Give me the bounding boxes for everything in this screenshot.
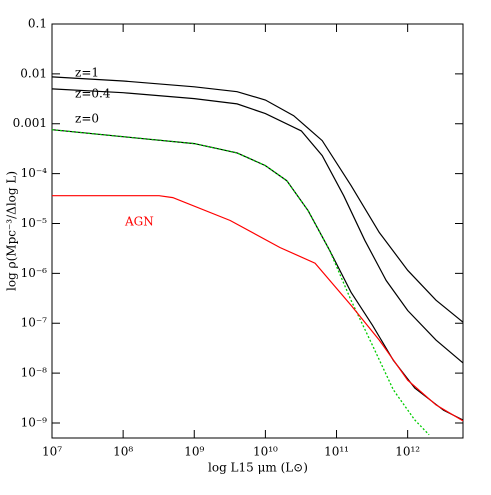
x-tick-label: 10¹¹ [324,445,349,459]
x-tick-label: 10⁸ [113,445,133,459]
series-line [52,195,464,422]
y-tick-label: 0.01 [20,66,47,80]
series-line [51,76,464,323]
series-label: z=0.4 [75,87,111,101]
series-line [51,129,430,436]
y-tick-label: 10⁻⁴ [21,166,48,180]
plot-frame [51,23,464,439]
y-tick-label: 10⁻⁹ [21,415,48,429]
x-tick-label: 10¹² [395,445,420,459]
x-tick-label: 10¹⁰ [253,445,278,459]
y-axis-label: log ρ(Mpc⁻³/Δlog L) [5,171,19,291]
y-tick-label: 0.1 [28,17,47,31]
y-tick-label: 10⁻⁸ [21,366,48,380]
y-tick-label: 10⁻⁶ [21,266,48,280]
x-tick-label: 10⁹ [184,445,204,459]
x-tick-label: 10⁷ [42,445,62,459]
y-tick-label: 0.001 [13,116,47,130]
y-tick-label: 10⁻⁵ [21,216,48,230]
series-label: z=1 [75,66,99,80]
series-line [51,129,464,421]
series-label: z=0 [75,112,99,126]
series-line [51,88,464,364]
x-axis-label: log L15 μm (L⊙) [208,461,308,475]
series-label: AGN [124,215,154,229]
y-tick-label: 10⁻⁷ [21,316,48,330]
